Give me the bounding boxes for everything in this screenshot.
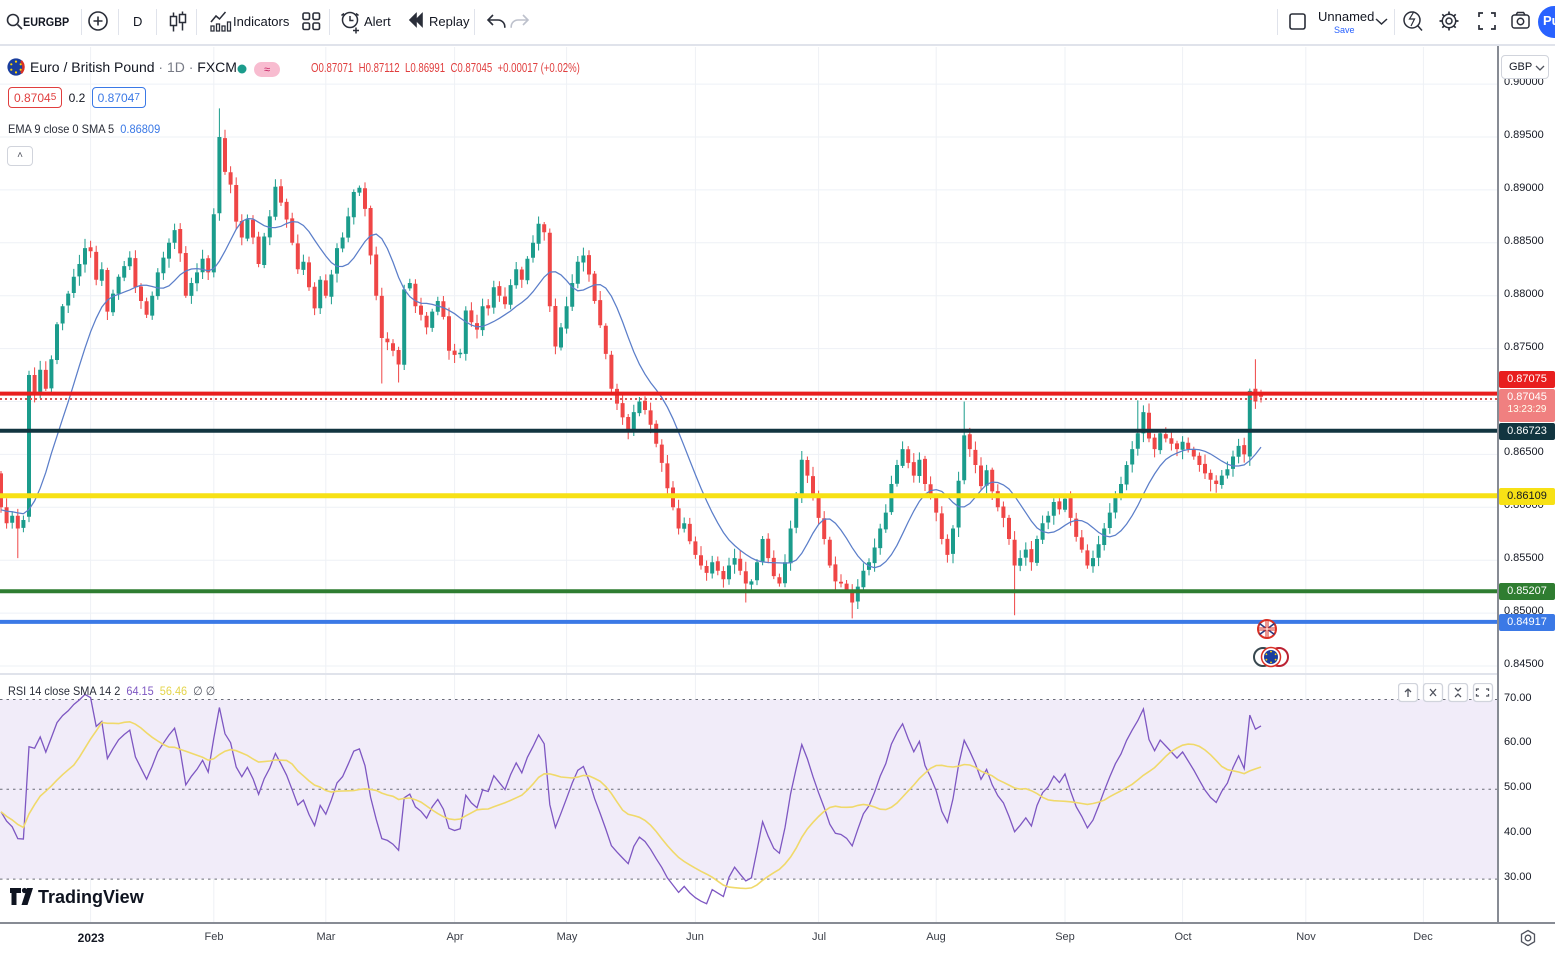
svg-text:TradingView: TradingView	[38, 887, 145, 907]
svg-text:≈: ≈	[264, 64, 270, 76]
